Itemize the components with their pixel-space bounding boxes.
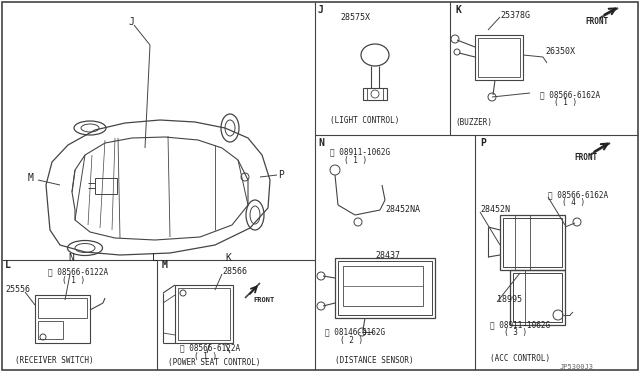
Bar — [338, 261, 432, 315]
Text: M: M — [162, 260, 168, 270]
Text: Ⓝ 08911-1062G: Ⓝ 08911-1062G — [490, 321, 550, 330]
Bar — [38, 321, 63, 339]
Text: Ⓑ 08566-6162A: Ⓑ 08566-6162A — [540, 90, 600, 99]
Text: K: K — [455, 5, 461, 15]
Text: ( 1 ): ( 1 ) — [344, 155, 367, 164]
Text: 26350X: 26350X — [545, 48, 575, 57]
Text: P: P — [480, 138, 486, 148]
Bar — [510, 270, 565, 325]
Text: 28452N: 28452N — [480, 205, 510, 215]
Text: N: N — [318, 138, 324, 148]
Text: L: L — [5, 260, 11, 270]
Text: (DISTANCE SENSOR): (DISTANCE SENSOR) — [335, 356, 413, 365]
Text: ( 1 ): ( 1 ) — [194, 352, 217, 360]
Bar — [335, 258, 435, 318]
Text: JP5300J3: JP5300J3 — [560, 364, 594, 370]
Text: (BUZZER): (BUZZER) — [455, 118, 492, 126]
Bar — [343, 266, 423, 306]
Text: Ⓢ 08566-6122A: Ⓢ 08566-6122A — [48, 267, 108, 276]
Text: N: N — [68, 253, 74, 263]
Bar — [500, 215, 565, 270]
Text: J: J — [128, 17, 134, 27]
Text: FRONT: FRONT — [585, 17, 608, 26]
Bar — [95, 178, 117, 194]
Text: Ⓢ 08566-6162A: Ⓢ 08566-6162A — [548, 190, 608, 199]
Bar — [38, 298, 87, 318]
Bar — [363, 88, 387, 100]
Text: (RECEIVER SWITCH): (RECEIVER SWITCH) — [15, 356, 93, 365]
Text: Ⓢ 08566-6122A: Ⓢ 08566-6122A — [180, 343, 240, 353]
Bar — [35, 295, 90, 343]
Bar — [513, 273, 562, 322]
Text: (ACC CONTROL): (ACC CONTROL) — [490, 353, 550, 362]
Text: M: M — [28, 173, 34, 183]
Text: ( 4 ): ( 4 ) — [562, 199, 585, 208]
Text: ( 1 ): ( 1 ) — [62, 276, 85, 285]
Bar — [178, 288, 230, 340]
Text: L: L — [152, 253, 158, 263]
Text: FRONT: FRONT — [574, 154, 597, 163]
Text: P: P — [278, 170, 284, 180]
Text: Ⓑ 08146-6162G: Ⓑ 08146-6162G — [325, 327, 385, 337]
Text: (POWER SEAT CONTROL): (POWER SEAT CONTROL) — [168, 357, 260, 366]
Bar — [475, 35, 523, 80]
Text: ( 1 ): ( 1 ) — [554, 99, 577, 108]
Text: 28452NA: 28452NA — [385, 205, 420, 215]
Text: 28437: 28437 — [375, 250, 400, 260]
Text: J: J — [318, 5, 324, 15]
Text: 28575X: 28575X — [340, 13, 370, 22]
Text: FRONT: FRONT — [253, 297, 275, 303]
Bar — [478, 38, 520, 77]
Bar — [503, 218, 562, 267]
Text: 28566: 28566 — [222, 267, 247, 276]
Text: 18995: 18995 — [497, 295, 522, 305]
Text: Ⓝ 08911-1062G: Ⓝ 08911-1062G — [330, 148, 390, 157]
Text: ( 3 ): ( 3 ) — [504, 328, 527, 337]
Bar — [175, 285, 233, 343]
Text: ( 2 ): ( 2 ) — [340, 336, 363, 344]
Text: 25378G: 25378G — [500, 10, 530, 19]
Text: 25556: 25556 — [5, 285, 30, 295]
Text: (LIGHT CONTROL): (LIGHT CONTROL) — [330, 115, 399, 125]
Text: K: K — [225, 253, 231, 263]
